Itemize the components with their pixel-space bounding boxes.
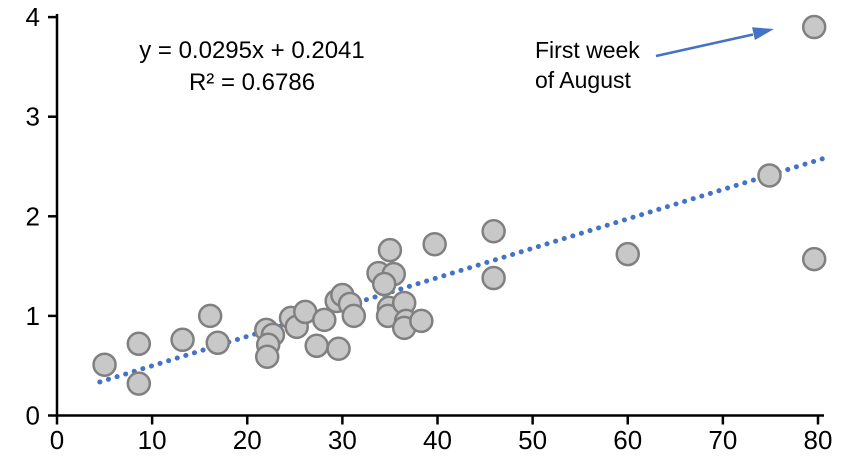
annotation-line1: First week <box>535 37 640 63</box>
arrow-shaft <box>655 33 754 58</box>
scatter-points <box>92 14 827 396</box>
r-squared-value: R² = 0.6786 <box>189 69 315 96</box>
data-point <box>801 246 827 272</box>
data-point <box>304 333 329 359</box>
data-point <box>422 231 447 257</box>
y-tick-label: 4 <box>26 2 40 32</box>
x-tick-label: 50 <box>518 425 547 455</box>
data-point <box>92 352 117 377</box>
data-point <box>481 265 506 291</box>
x-axis-tick-labels: 0 10 20 30 40 50 60 70 80 <box>50 425 833 455</box>
arrow-head <box>752 27 774 40</box>
data-point <box>312 307 337 333</box>
x-tick-label: 70 <box>708 425 737 455</box>
data-point <box>326 336 351 362</box>
x-tick-label: 20 <box>233 425 262 455</box>
x-tick-label: 40 <box>423 425 452 455</box>
data-point <box>615 241 640 267</box>
x-tick-label: 80 <box>804 425 833 455</box>
data-point <box>371 271 397 297</box>
data-point <box>170 327 195 353</box>
data-point <box>757 163 782 188</box>
x-tick-label: 60 <box>613 425 642 455</box>
data-point <box>801 14 827 40</box>
data-point <box>377 237 403 263</box>
y-axis-tick-labels: 0 1 2 3 4 <box>26 2 40 430</box>
y-tick-label: 2 <box>26 201 40 231</box>
y-tick-label: 3 <box>26 102 40 132</box>
x-tick-label: 30 <box>328 425 357 455</box>
annotation-arrow-icon <box>655 27 774 58</box>
data-point <box>197 303 223 329</box>
data-point <box>126 371 152 396</box>
data-point <box>409 308 434 334</box>
y-tick-label: 0 <box>26 401 40 431</box>
data-point <box>126 331 152 357</box>
x-tick-label: 0 <box>50 425 64 455</box>
data-point <box>481 218 506 244</box>
trendline-equation: y = 0.0295x + 0.2041 <box>139 37 365 64</box>
data-point <box>205 330 231 356</box>
annotation-line2: of August <box>535 67 632 93</box>
x-tick-label: 10 <box>138 425 167 455</box>
data-point <box>341 303 367 329</box>
axes <box>48 14 824 425</box>
y-tick-label: 1 <box>26 301 40 331</box>
data-point <box>254 344 280 369</box>
